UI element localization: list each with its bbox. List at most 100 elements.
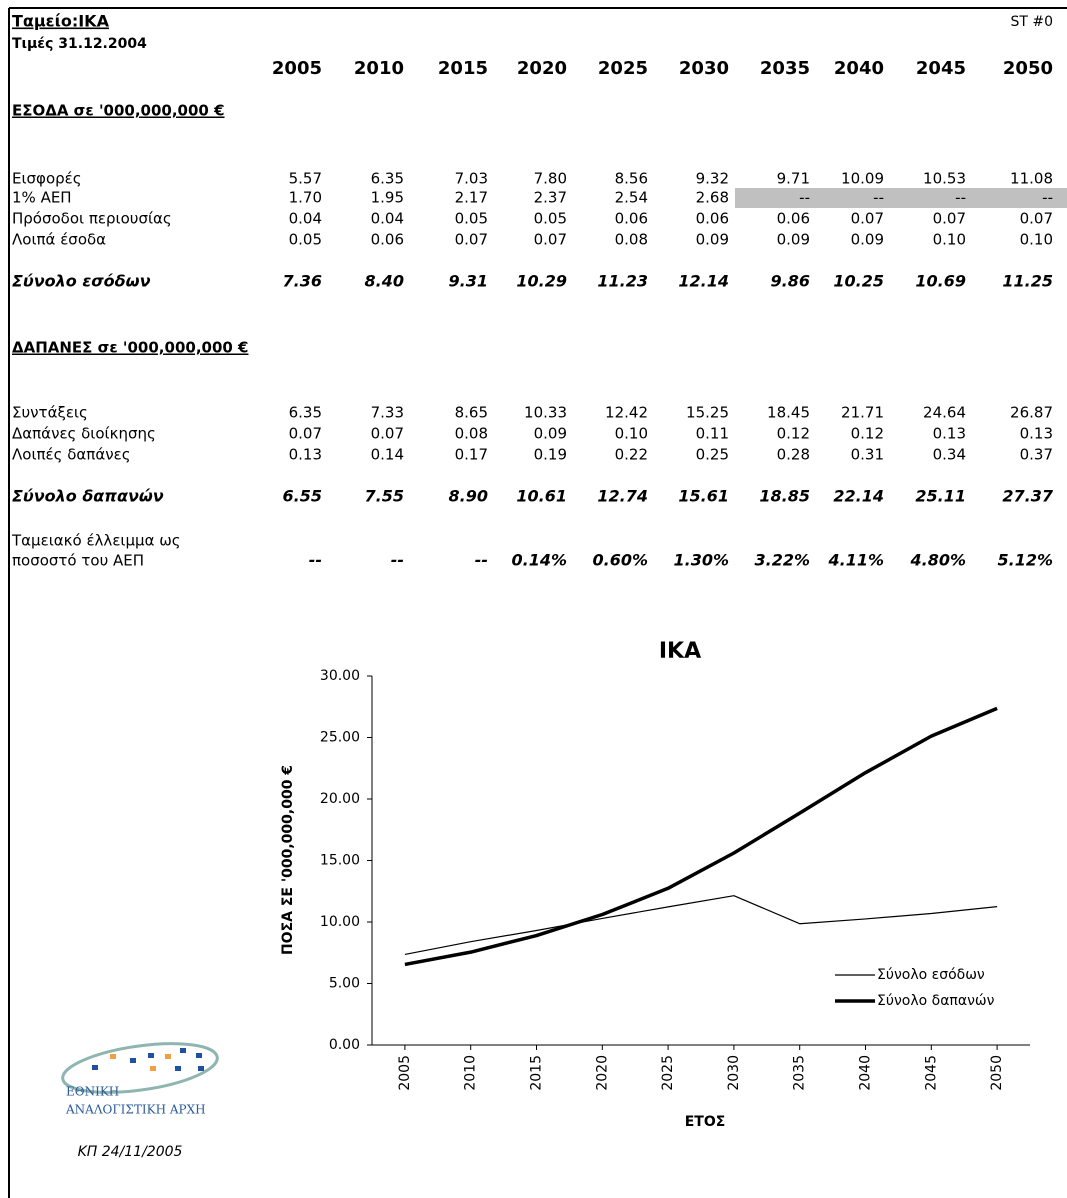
cell: 3.22% — [754, 551, 810, 570]
year-header: 2045 — [916, 58, 966, 79]
cell: 8.40 — [365, 272, 404, 291]
cell: 0.19 — [534, 446, 567, 464]
cell: 0.06 — [696, 210, 729, 228]
cell: 7.80 — [534, 170, 567, 188]
y-tick-label: 25.00 — [320, 730, 360, 746]
cell: 0.12 — [777, 425, 810, 443]
cell: 10.61 — [516, 487, 567, 506]
cell: 10.33 — [524, 404, 567, 422]
cell: 0.07 — [371, 425, 404, 443]
cell: 0.60% — [592, 551, 648, 570]
cell: 12.42 — [605, 404, 648, 422]
cell: 0.13 — [933, 425, 966, 443]
cell: 0.14 — [371, 446, 404, 464]
cell: 0.13 — [1020, 425, 1053, 443]
cell: 0.07 — [1020, 210, 1053, 228]
cell: -- — [873, 189, 884, 207]
cell: 8.90 — [449, 487, 488, 506]
cell: 7.03 — [455, 170, 488, 188]
cell: 5.12% — [997, 551, 1053, 570]
cell: 12.14 — [678, 272, 729, 291]
cell: 0.05 — [289, 231, 322, 249]
cell: 6.35 — [289, 404, 322, 422]
cell: 0.34 — [933, 446, 966, 464]
cell: 0.09 — [534, 425, 567, 443]
cell: 4.11% — [827, 551, 884, 570]
cell: 0.10 — [615, 425, 648, 443]
x-tick-label: 2040 — [858, 1055, 874, 1091]
cell: 25.11 — [915, 487, 966, 506]
year-header: 2030 — [679, 58, 729, 79]
year-header: 2035 — [760, 58, 810, 79]
year-header: 2040 — [834, 58, 884, 79]
section-heading: ΔΑΠΑΝΕΣ σε '000,000,000 € — [12, 339, 248, 357]
cell: 2.68 — [696, 189, 729, 207]
cell: 27.37 — [1002, 487, 1053, 506]
logo-text: ΑΝΑΛΟΓΙΣΤΙΚΗ ΑΡΧΗ — [65, 1103, 206, 1117]
year-header: 2025 — [598, 58, 648, 79]
x-tick-label: 2005 — [397, 1055, 413, 1091]
y-tick-label: 10.00 — [320, 914, 360, 930]
cell: 26.87 — [1010, 404, 1053, 422]
cell: 7.55 — [365, 487, 404, 506]
cell: -- — [1042, 189, 1053, 207]
cell: 8.65 — [455, 404, 488, 422]
cell: 10.25 — [833, 272, 884, 291]
x-tick-label: 2030 — [726, 1055, 742, 1091]
y-tick-label: 0.00 — [329, 1037, 360, 1053]
cell: 15.25 — [686, 404, 729, 422]
cell: 0.07 — [851, 210, 884, 228]
cell: 0.08 — [455, 425, 488, 443]
x-tick-label: 2020 — [594, 1055, 610, 1091]
cell: 0.09 — [851, 231, 884, 249]
cell: 0.10 — [1020, 231, 1053, 249]
cell: 21.71 — [841, 404, 884, 422]
row-label: Σύνολο εσόδων — [12, 272, 151, 291]
line-series — [404, 706, 998, 967]
cell: 4.80% — [909, 551, 966, 570]
row-label: Εισφορές — [12, 170, 82, 188]
logo-text: ΕΘΝΙΚΗ — [66, 1085, 119, 1099]
cell: 9.32 — [696, 170, 729, 188]
cell: 2.54 — [615, 189, 648, 207]
cell: 5.57 — [289, 170, 322, 188]
year-header: 2020 — [517, 58, 567, 79]
cell: 0.05 — [455, 210, 488, 228]
cell: 11.25 — [1002, 272, 1053, 291]
cell: 7.36 — [283, 272, 322, 291]
cell: 0.37 — [1020, 446, 1053, 464]
cell: 0.14% — [511, 551, 567, 570]
row-label: Λοιπά έσοδα — [12, 231, 106, 249]
cell: 0.06 — [615, 210, 648, 228]
cell: 18.45 — [767, 404, 810, 422]
cell: 22.14 — [833, 487, 884, 506]
cell: 24.64 — [923, 404, 966, 422]
cell: 11.08 — [1010, 170, 1053, 188]
chart-title: ΙΚΑ — [659, 639, 701, 664]
y-tick-label: 15.00 — [320, 853, 360, 869]
x-tick-label: 2015 — [529, 1055, 545, 1091]
cell: 0.11 — [696, 425, 729, 443]
x-axis-label: ΕΤΟΣ — [685, 1114, 726, 1130]
year-header: 2010 — [354, 58, 404, 79]
y-tick-label: 20.00 — [320, 791, 360, 807]
cell: 6.35 — [371, 170, 404, 188]
cell: -- — [799, 189, 810, 207]
cell: -- — [391, 551, 404, 570]
cell: 0.06 — [777, 210, 810, 228]
cell: 0.08 — [615, 231, 648, 249]
cell: 10.69 — [915, 272, 966, 291]
cell: 0.13 — [289, 446, 322, 464]
shaded-cells — [735, 188, 1067, 208]
year-header: 2005 — [272, 58, 322, 79]
cell: 0.04 — [289, 210, 322, 228]
header-subtitle: Τιμές 31.12.2004 — [12, 36, 147, 52]
cell: -- — [309, 551, 322, 570]
cell: 18.85 — [759, 487, 810, 506]
logo: ΕΘΝΙΚΗ ΑΝΑΛΟΓΙΣΤΙΚΗ ΑΡΧΗ — [61, 1042, 219, 1117]
x-tick-label: 2045 — [923, 1055, 939, 1091]
cell: -- — [955, 189, 966, 207]
cell: 0.07 — [289, 425, 322, 443]
cell: 0.12 — [851, 425, 884, 443]
legend-label: Σύνολο εσόδων — [877, 967, 985, 983]
